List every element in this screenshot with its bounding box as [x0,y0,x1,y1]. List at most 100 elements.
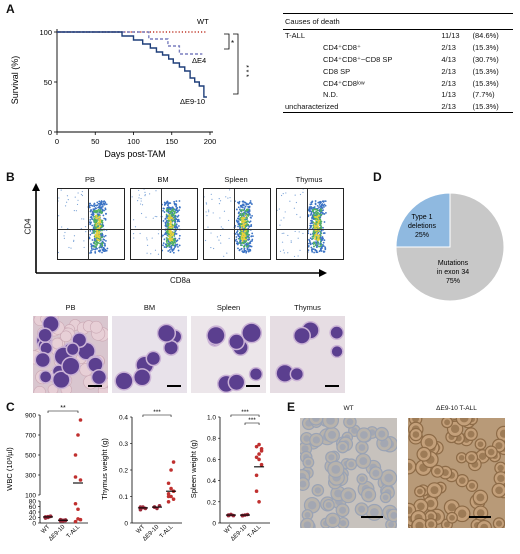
flow-event [320,239,323,242]
flow-event [66,201,68,203]
flow-event [178,206,181,208]
flow-event [307,214,310,217]
flow-event [223,210,226,212]
flow-event [163,201,166,204]
ihc-nucleus [384,473,394,483]
flow-event [97,242,100,244]
ihc-nucleus [364,490,373,499]
flow-event [175,207,178,210]
flow-event [246,248,249,251]
flow-event [241,233,244,236]
ihc-nucleus [495,442,503,450]
micro-title-thymus: Thymus [294,303,321,312]
flow-event [66,195,69,197]
flow-event [316,244,319,247]
flow-event [297,255,299,257]
flow-event [105,239,107,242]
flow-event [287,234,289,237]
flow-event [310,221,313,224]
flow-event [238,222,240,225]
flow-event [89,219,92,221]
micrograph-spleen [191,316,266,393]
flow-event [91,224,94,227]
data-point [254,489,259,493]
flow-event [164,203,166,205]
flow-event [97,208,100,211]
flow-event [97,206,100,209]
flow-event [313,206,316,208]
ihc-nucleus [304,512,311,518]
flow-event [102,214,105,217]
flow-event [236,201,239,204]
flow-event [101,251,103,254]
ihc-nucleus [358,505,366,513]
flow-event [92,214,95,217]
flow-event [250,225,253,227]
flow-event [96,220,98,223]
ihc-nucleus [378,430,386,438]
nucleus [147,352,160,365]
nucleus [92,370,106,384]
flow-event [84,226,87,228]
data-point [73,475,78,479]
ihc-nucleus [328,430,337,439]
flow-event [73,240,75,243]
flow-event [178,220,181,223]
flow-event [165,213,168,216]
flow-event [313,211,316,214]
flow-event [278,208,280,210]
flow-event [169,242,171,245]
sig-star-2: * * * [242,65,249,77]
panel-d-label: D [373,170,382,184]
survival-chart: 0 50 100 150 200 0 50 100 Survival (%) Days pos… [10,17,249,159]
flow-event [236,220,239,223]
flow-event [322,226,324,229]
flow-event [277,209,278,212]
flow-event [308,207,311,210]
flow-event [170,232,173,235]
flow-event [63,235,65,237]
flow-event [249,200,252,202]
flow-event [173,219,176,222]
flow-event [172,232,175,235]
panel-c-label: C [6,400,15,414]
flow-event [92,232,95,234]
flow-event [164,243,167,246]
flow-event [155,190,157,192]
flow-event [319,234,322,237]
pie-label-mut-pct: 75% [446,278,460,285]
pie-label-mut-b: in exon 34 [437,269,469,276]
pie-label-type1b: deletions [408,223,437,230]
flow-event [243,233,246,236]
category-label: T-ALL [247,524,263,540]
flow-x-axis-label: CD8a [170,276,191,285]
ihc-nucleus [449,514,455,521]
x-tick-label: 200 [204,137,217,146]
flow-event [172,244,175,247]
flow-event [205,211,207,213]
flow-event [177,214,180,217]
flow-event [249,241,251,244]
flow-event [88,206,91,209]
flow-event [323,213,326,215]
flow-event [316,231,318,234]
flow-event [240,214,243,217]
flow-plot-bm [130,188,198,260]
flow-event [96,225,99,228]
flow-event [165,239,168,242]
flow-event [296,213,298,216]
flow-event [141,204,144,206]
flow-event [248,205,251,208]
ihc-nucleus [497,464,504,472]
flow-event [242,224,245,226]
ihc-nucleus [346,418,354,426]
flow-event [324,246,327,249]
flow-event [309,241,311,243]
ihc-nucleus [427,513,435,520]
flow-event [309,222,312,225]
category-label: ΔE9-10 [48,524,67,543]
ihc-nucleus [459,418,469,423]
flow-event [240,247,243,250]
flow-event [320,203,323,206]
flow-event [316,251,319,254]
